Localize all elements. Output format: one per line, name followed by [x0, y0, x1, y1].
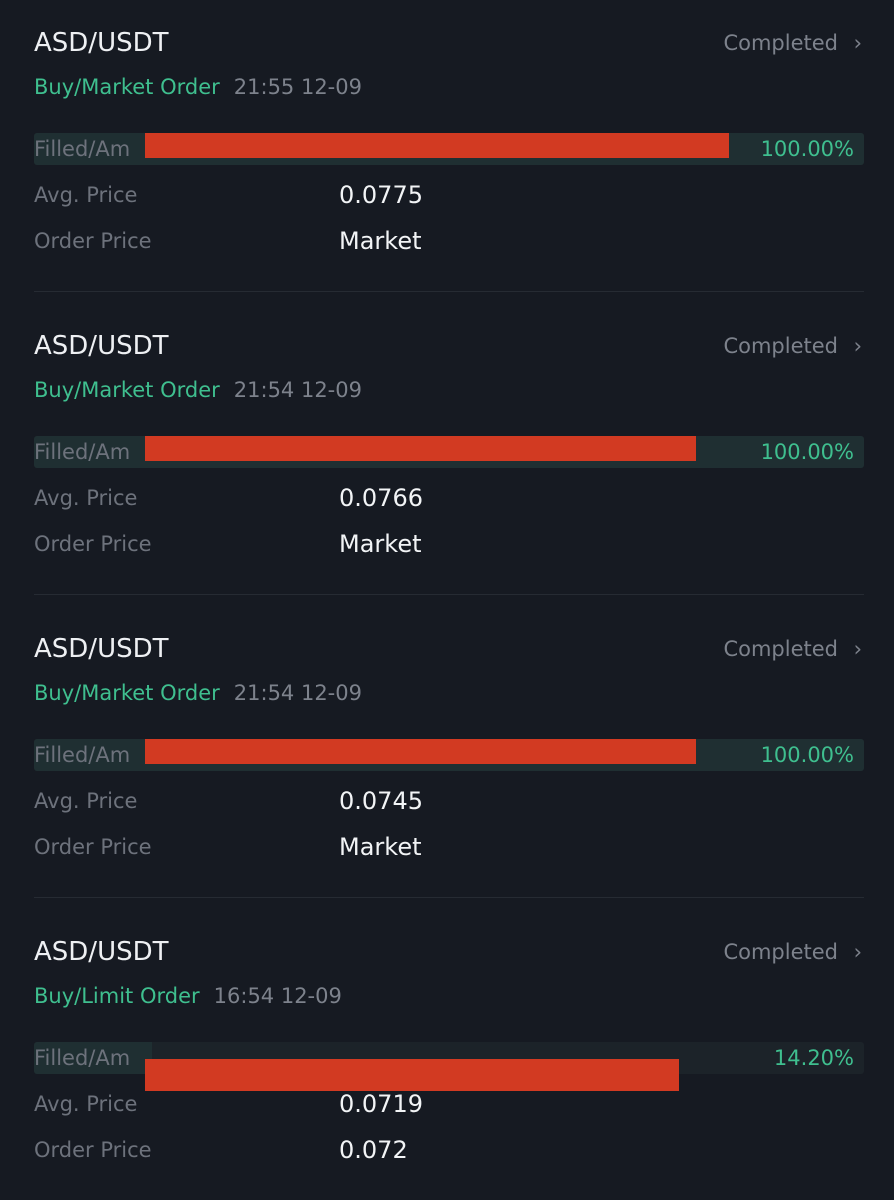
- redaction: [145, 739, 696, 764]
- progress-percent: 100.00%: [760, 440, 854, 464]
- filled-label: Filled/Am: [34, 743, 131, 767]
- divider: [34, 897, 864, 898]
- order-side: Buy/Market Order: [34, 681, 220, 705]
- progress-percent: 14.20%: [773, 1046, 854, 1070]
- chevron-icon[interactable]: ›: [853, 637, 862, 661]
- order-price: 0.072: [339, 1136, 408, 1164]
- redaction: [145, 133, 729, 158]
- avg-price: 0.0719: [339, 1090, 423, 1118]
- chevron-icon[interactable]: ›: [853, 31, 862, 55]
- progress-percent: 100.00%: [760, 743, 854, 767]
- order-price-label: Order Price: [34, 835, 152, 859]
- order-price: Market: [339, 227, 422, 255]
- filled-label: Filled/Am: [34, 440, 131, 464]
- pair: ASD/USDT: [34, 28, 169, 58]
- pair: ASD/USDT: [34, 937, 169, 967]
- avg-price-label: Avg. Price: [34, 1092, 138, 1116]
- order-time: 21:54 12-09: [233, 681, 362, 705]
- order-time: 16:54 12-09: [213, 984, 342, 1008]
- divider: [34, 291, 864, 292]
- order-price: Market: [339, 530, 422, 558]
- filled-label: Filled/Am: [34, 137, 131, 161]
- order-price-label: Order Price: [34, 1138, 152, 1162]
- order-time: 21:54 12-09: [233, 378, 362, 402]
- avg-price: 0.0745: [339, 787, 423, 815]
- chevron-icon[interactable]: ›: [853, 334, 862, 358]
- order-time: 21:55 12-09: [233, 75, 362, 99]
- avg-price: 0.0775: [339, 181, 423, 209]
- avg-price: 0.0766: [339, 484, 423, 512]
- order-card[interactable]: ASD/USDT Completed › Buy/Market Order 21:54 …: [0, 303, 894, 606]
- redaction: [145, 436, 696, 461]
- order-price: Market: [339, 833, 422, 861]
- progress-percent: 100.00%: [760, 137, 854, 161]
- pair: ASD/USDT: [34, 331, 169, 361]
- avg-price-label: Avg. Price: [34, 183, 138, 207]
- order-card[interactable]: ASD/USDT Completed › Buy/Market Order 21:55 …: [0, 0, 894, 303]
- chevron-icon[interactable]: ›: [853, 940, 862, 964]
- order-card[interactable]: ASD/USDT Completed › Buy/Market Order 21:54 …: [0, 606, 894, 909]
- order-price-label: Order Price: [34, 532, 152, 556]
- order-price-label: Order Price: [34, 229, 152, 253]
- pair: ASD/USDT: [34, 634, 169, 664]
- filled-label: Filled/Am: [34, 1046, 131, 1070]
- divider: [34, 594, 864, 595]
- order-card[interactable]: ASD/USDT Completed › Buy/Limit Order 16:54 1…: [0, 909, 894, 1200]
- status[interactable]: Completed: [723, 31, 838, 55]
- redaction: [145, 1059, 679, 1091]
- status[interactable]: Completed: [723, 940, 838, 964]
- order-side: Buy/Market Order: [34, 378, 220, 402]
- order-side: Buy/Market Order: [34, 75, 220, 99]
- progress-fill: [34, 1042, 152, 1074]
- avg-price-label: Avg. Price: [34, 789, 138, 813]
- avg-price-label: Avg. Price: [34, 486, 138, 510]
- status[interactable]: Completed: [723, 334, 838, 358]
- status[interactable]: Completed: [723, 637, 838, 661]
- order-side: Buy/Limit Order: [34, 984, 200, 1008]
